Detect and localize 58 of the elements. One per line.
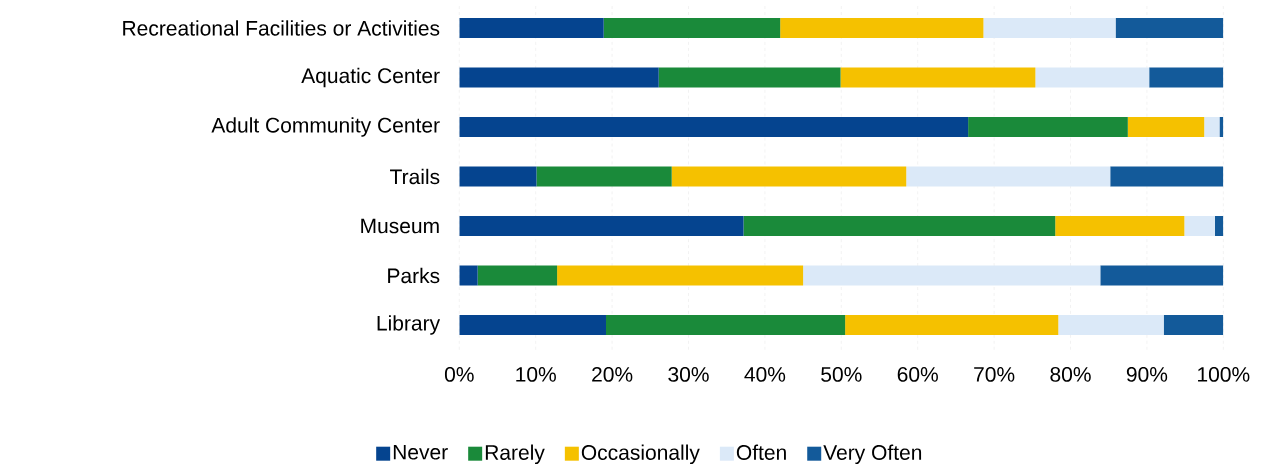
bar	[459, 67, 659, 88]
bar	[603, 18, 781, 38]
bar	[1219, 117, 1224, 137]
bar	[1184, 216, 1215, 236]
legend-label: Never	[393, 444, 448, 460]
bar	[780, 18, 984, 38]
bar	[803, 265, 1101, 286]
x-tick-label: 40%	[744, 366, 786, 382]
bar	[1055, 216, 1185, 236]
bar	[1204, 117, 1220, 137]
y-tick-label: Adult Community Center	[211, 117, 440, 137]
x-tick-label: 30%	[668, 366, 709, 382]
bar	[459, 166, 537, 187]
x-tick-label: 20%	[592, 366, 633, 382]
bar	[1163, 315, 1224, 335]
bar	[1110, 166, 1224, 187]
bar	[459, 117, 969, 137]
bar	[557, 265, 804, 286]
bar	[840, 67, 1036, 88]
bar	[845, 315, 1059, 335]
bar	[459, 315, 606, 335]
x-tick-label: 60%	[897, 366, 938, 382]
bar	[459, 265, 478, 286]
y-tick-label: Recreational Facilities or Activities	[123, 20, 440, 36]
y-tick-label: Library	[377, 315, 441, 335]
x-tick-label: 80%	[1050, 366, 1091, 382]
legend-label: Very Often	[823, 444, 922, 465]
x-tick-label: 0%	[444, 366, 474, 382]
bar	[477, 265, 558, 286]
x-tick-label: 90%	[1126, 366, 1168, 382]
legend-label: Occasionally	[581, 444, 700, 465]
bar	[983, 18, 1116, 38]
x-tick-label: 70%	[974, 366, 1015, 382]
x-tick-label: 10%	[516, 366, 556, 382]
bar	[1127, 117, 1205, 137]
bar	[743, 216, 1056, 236]
bar	[968, 117, 1128, 137]
bar	[658, 67, 841, 88]
bar	[459, 18, 604, 38]
y-tick-label: Parks	[388, 267, 440, 284]
x-tick-label: 100%	[1198, 366, 1250, 382]
bar	[536, 166, 672, 187]
bar	[1035, 67, 1150, 88]
bar	[1100, 265, 1224, 286]
y-tick-label: Aquatic Center	[301, 67, 440, 88]
bar	[1115, 18, 1224, 38]
bar	[671, 166, 907, 187]
legend-label: Rarely	[485, 444, 545, 465]
bar	[1214, 216, 1224, 236]
bar	[459, 216, 744, 236]
y-tick-label: Trails	[390, 168, 440, 185]
bar	[906, 166, 1111, 187]
bar	[1149, 67, 1224, 88]
bar	[605, 315, 846, 335]
bar	[1058, 315, 1164, 335]
y-tick-label: Museum	[361, 218, 439, 234]
legend-label: Often	[736, 444, 786, 460]
x-tick-label: 50%	[821, 366, 862, 382]
